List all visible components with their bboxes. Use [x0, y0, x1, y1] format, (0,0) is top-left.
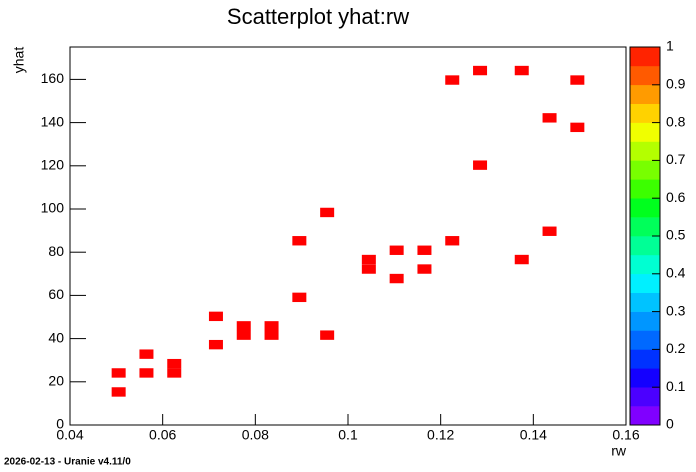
point: [320, 207, 335, 218]
z-tick-label: 1: [666, 38, 674, 54]
point: [167, 358, 182, 369]
point: [570, 122, 585, 133]
point: [542, 113, 557, 123]
point: [361, 264, 376, 274]
chart-title: Scatterplot yhat:rw: [227, 4, 409, 29]
point: [417, 245, 432, 255]
palette-band: [630, 236, 660, 256]
point: [514, 65, 529, 76]
palette-band: [630, 122, 660, 142]
point: [264, 330, 279, 340]
palette-band: [630, 349, 660, 369]
point: [111, 368, 126, 378]
point: [389, 273, 404, 284]
palette-band: [630, 292, 660, 312]
x-tick-label: 0.06: [149, 427, 176, 443]
point: [514, 254, 529, 265]
point: [445, 236, 460, 246]
point: [236, 330, 251, 340]
palette-band: [630, 160, 660, 180]
z-tick-label: 0.2: [666, 340, 686, 356]
z-tick-label: 0.4: [666, 265, 686, 281]
point: [111, 387, 126, 397]
palette-band: [630, 387, 660, 407]
palette-band: [630, 273, 660, 293]
palette-band: [630, 103, 660, 123]
z-tick-label: 0.1: [666, 378, 686, 394]
palette-band: [630, 368, 660, 388]
x-tick-label: 0.14: [520, 427, 547, 443]
y-tick-label: 60: [48, 286, 64, 302]
palette-band: [630, 406, 660, 426]
z-tick-label: 0.3: [666, 302, 686, 318]
y-tick-label: 0: [56, 416, 64, 432]
x-tick-label: 0.12: [427, 427, 454, 443]
y-tick-label: 20: [48, 373, 64, 389]
y-tick-label: 160: [41, 70, 65, 86]
point: [417, 264, 432, 274]
x-tick-label: 0.04: [56, 427, 83, 443]
palette-band: [630, 330, 660, 350]
y-tick-label: 40: [48, 329, 64, 345]
palette-band: [630, 198, 660, 218]
y-tick-label: 100: [41, 200, 65, 216]
point: [570, 75, 585, 85]
z-tick-label: 0.6: [666, 189, 686, 205]
point: [167, 368, 182, 378]
point: [208, 311, 223, 322]
palette-band: [630, 65, 660, 86]
palette-band: [630, 311, 660, 331]
point: [264, 321, 279, 331]
z-tick-label: 0.9: [666, 76, 686, 92]
z-tick-label: 0.8: [666, 113, 686, 129]
point: [445, 75, 460, 85]
x-tick-label: 0.1: [338, 427, 358, 443]
point: [292, 236, 307, 246]
point: [292, 292, 307, 303]
palette-band: [630, 217, 660, 237]
point: [236, 321, 251, 331]
z-tick-label: 0: [666, 416, 674, 432]
z-tick-label: 0.7: [666, 151, 686, 167]
x-tick-label: 0.16: [612, 427, 639, 443]
point: [139, 368, 154, 378]
point: [542, 226, 557, 236]
palette-band: [630, 84, 660, 104]
plot-frame: [69, 46, 627, 426]
palette-band: [630, 179, 660, 199]
footer: 2026-02-13 - Uranie v4.11/0: [4, 457, 131, 468]
y-axis-title: yhat: [11, 47, 27, 74]
palette-band: [630, 254, 660, 275]
x-axis-title: rw: [611, 443, 627, 459]
palette-band: [630, 47, 660, 67]
point: [389, 245, 404, 255]
point: [473, 160, 488, 170]
palette-band: [630, 141, 660, 161]
point: [473, 65, 488, 76]
y-tick-label: 120: [41, 157, 65, 173]
point: [139, 349, 154, 359]
point: [208, 339, 223, 350]
y-tick-label: 80: [48, 243, 64, 259]
y-tick-label: 140: [41, 113, 65, 129]
point: [361, 254, 376, 265]
palette-frame: [629, 46, 661, 426]
x-tick-label: 0.08: [242, 427, 269, 443]
z-tick-label: 0.5: [666, 227, 686, 243]
point: [320, 330, 335, 340]
